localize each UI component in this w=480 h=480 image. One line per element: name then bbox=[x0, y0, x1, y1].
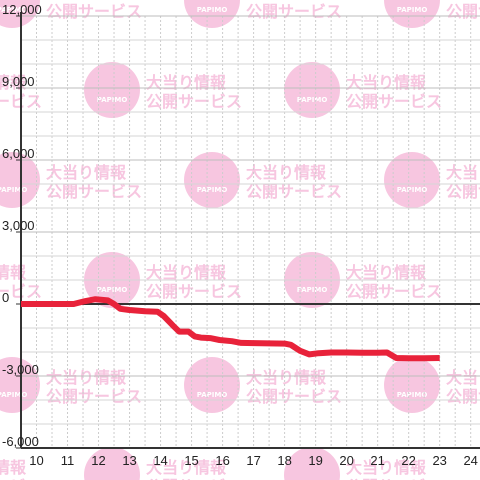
watermark-line1: 大当り情報 bbox=[346, 458, 427, 477]
watermark-badge bbox=[284, 62, 340, 118]
watermark-badge bbox=[0, 357, 40, 413]
x-tick-label: 21 bbox=[370, 453, 384, 468]
watermark-line1: 大当り情報 bbox=[46, 0, 127, 2]
watermark-badge-text: PAPIMO bbox=[297, 286, 328, 294]
watermark-line1: 大当り情報 bbox=[446, 368, 480, 387]
watermark-line2: 公開サービス bbox=[46, 2, 142, 21]
watermark-badge-text: PAPIMO bbox=[97, 286, 128, 294]
watermark-badge bbox=[184, 357, 240, 413]
x-tick-label: 15 bbox=[184, 453, 198, 468]
series-line bbox=[21, 296, 440, 362]
x-tick-label: 24 bbox=[463, 453, 477, 468]
watermark-line2: 公開サービス bbox=[146, 282, 242, 301]
watermark-badge bbox=[384, 152, 440, 208]
x-tick-label: 22 bbox=[401, 453, 415, 468]
watermark-badge bbox=[384, 357, 440, 413]
watermark-badge-text: PAPIMO bbox=[197, 6, 228, 14]
watermark-line1: 大当り情報 bbox=[146, 263, 227, 282]
series bbox=[21, 296, 440, 362]
watermark-line2: 公開サービス bbox=[146, 477, 242, 480]
watermark-line2: 公開サービス bbox=[146, 92, 242, 111]
watermark-line2: 公開サービス bbox=[0, 477, 42, 480]
x-tick-label: 13 bbox=[122, 453, 136, 468]
watermark-badge bbox=[0, 152, 40, 208]
watermark-line1: 大当り情報 bbox=[346, 263, 427, 282]
y-tick-label: 12,000 bbox=[2, 2, 42, 17]
watermark-line2: 公開サービス bbox=[346, 92, 442, 111]
watermark-line1: 大当り情報 bbox=[0, 263, 27, 282]
watermark-line1: 大当り情報 bbox=[246, 0, 327, 2]
watermark-line1: 大当り情報 bbox=[0, 458, 27, 477]
axes bbox=[16, 12, 480, 449]
watermark-badge bbox=[184, 0, 240, 28]
y-tick-label: 3,000 bbox=[2, 218, 35, 233]
watermark-line2: 公開サービス bbox=[446, 387, 480, 406]
watermark-line1: 大当り情報 bbox=[46, 368, 127, 387]
watermark-line2: 公開サービス bbox=[246, 182, 342, 201]
watermark-badge-text: PAPIMO bbox=[0, 6, 27, 14]
watermark-line2: 公開サービス bbox=[46, 387, 142, 406]
watermark-badge bbox=[184, 152, 240, 208]
watermark-line2: 公開サービス bbox=[246, 2, 342, 21]
x-tick-label: 18 bbox=[277, 453, 291, 468]
x-tick-label: 16 bbox=[215, 453, 229, 468]
watermark-line1: 大当り情報 bbox=[246, 368, 327, 387]
x-tick-label: 23 bbox=[432, 453, 446, 468]
watermark-badge-text: PAPIMO bbox=[197, 391, 228, 399]
watermark-badge bbox=[84, 447, 140, 480]
watermark-badge-text: PAPIMO bbox=[297, 96, 328, 104]
x-tick-label: 12 bbox=[91, 453, 105, 468]
watermark-line1: 大当り情報 bbox=[446, 0, 480, 2]
y-tick-label: 0 bbox=[2, 290, 9, 305]
watermark-badge-text: PAPIMO bbox=[197, 186, 228, 194]
x-tick-label: 20 bbox=[339, 453, 353, 468]
watermark-line1: 大当り情報 bbox=[46, 163, 127, 182]
watermark-line2: 公開サービス bbox=[346, 282, 442, 301]
watermark-line2: 公開サービス bbox=[46, 182, 142, 201]
watermark-badge bbox=[0, 0, 40, 28]
watermark-line2: 公開サービス bbox=[446, 2, 480, 21]
watermark-badge-text: PAPIMO bbox=[397, 391, 428, 399]
watermark-badge-text: PAPIMO bbox=[397, 6, 428, 14]
x-tick-label: 11 bbox=[61, 453, 75, 468]
watermark-line2: 公開サービス bbox=[246, 387, 342, 406]
watermark-line1: 大当り情報 bbox=[446, 163, 480, 182]
y-tick-label: 9,000 bbox=[2, 74, 35, 89]
watermark-line1: 大当り情報 bbox=[246, 163, 327, 182]
watermark-badge-text: PAPIMO bbox=[97, 96, 128, 104]
watermark-line1: 大当り情報 bbox=[146, 458, 227, 477]
watermark-line2: 公開サービス bbox=[346, 477, 442, 480]
watermark-badge bbox=[284, 447, 340, 480]
x-tick-label: 10 bbox=[29, 453, 43, 468]
x-tick-label: 14 bbox=[153, 453, 167, 468]
x-tick-label: 19 bbox=[308, 453, 322, 468]
watermark-line1: 大当り情報 bbox=[146, 73, 227, 92]
watermark-badge-text: PAPIMO bbox=[397, 186, 428, 194]
x-tick-label: 17 bbox=[246, 453, 260, 468]
watermark-line1: 大当り情報 bbox=[346, 73, 427, 92]
watermark-badge-text: PAPIMO bbox=[0, 391, 27, 399]
watermark-badge bbox=[84, 62, 140, 118]
watermark-line2: 公開サービス bbox=[446, 182, 480, 201]
tick-labels: 12,000 9,000 6,000 3,000 0 -3,000 -6,000 10 11 12… bbox=[2, 2, 478, 468]
y-tick-label: -6,000 bbox=[2, 434, 39, 449]
y-tick-label: 6,000 bbox=[2, 146, 35, 161]
watermark-badge bbox=[384, 0, 440, 28]
y-tick-label: -3,000 bbox=[2, 362, 39, 377]
watermark-badge-text: PAPIMO bbox=[0, 186, 27, 194]
